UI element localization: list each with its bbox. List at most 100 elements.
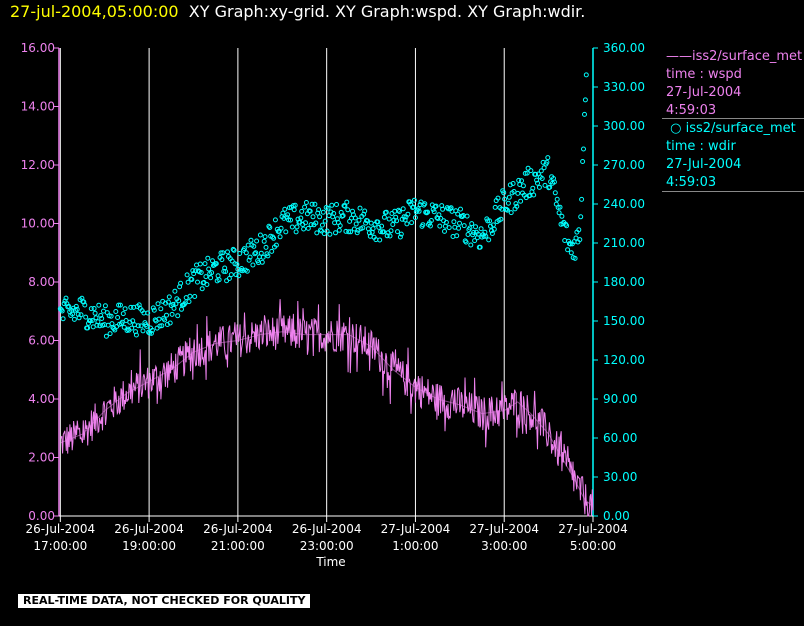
wdir-point — [184, 272, 190, 278]
wdir-point — [149, 327, 155, 333]
wdir-point — [545, 155, 551, 161]
wdir-point — [582, 97, 588, 103]
wdir-point — [485, 218, 491, 224]
wdir-point — [261, 238, 267, 244]
wdir-point — [405, 211, 411, 217]
wdir-point — [425, 209, 431, 215]
wdir-point — [95, 319, 101, 325]
wdir-point — [329, 202, 335, 208]
wdir-point — [388, 228, 394, 234]
wdir-point — [260, 254, 266, 260]
x-tick-time: 21:00:00 — [211, 539, 265, 553]
wdir-point — [246, 257, 252, 263]
wdir-point — [533, 171, 539, 177]
wdir-point — [269, 248, 275, 254]
wdir-point — [243, 250, 249, 256]
wdir-point — [583, 72, 589, 78]
wdir-point — [133, 332, 139, 338]
wdir-point — [286, 217, 292, 223]
wdir-point — [251, 243, 257, 249]
wdir-point — [130, 318, 136, 324]
wdir-point — [469, 221, 475, 227]
legend-text: 27-Jul-2004 — [666, 157, 742, 172]
x-tick-date: 27-Jul-2004 — [469, 522, 539, 536]
wdir-point — [216, 277, 222, 283]
wdir-point — [179, 306, 184, 312]
x-tick-date: 27-Jul-2004 — [558, 522, 628, 536]
wdir-point — [122, 306, 128, 312]
wdir-point — [398, 231, 404, 237]
wdir-point — [536, 184, 542, 190]
wdir-point — [223, 269, 229, 274]
right-tick-label: 30.00 — [603, 470, 637, 484]
wdir-point — [195, 279, 200, 285]
wdir-point — [285, 212, 291, 218]
wdir-point — [491, 226, 497, 232]
right-tick-label: 120.00 — [603, 353, 645, 367]
wdir-point — [478, 226, 484, 232]
wdir-point — [384, 233, 390, 239]
legend-text: iss2/surface_met — [685, 121, 796, 136]
wdir-point — [258, 250, 264, 256]
wdir-point — [483, 233, 489, 239]
wdir-point — [409, 220, 415, 226]
wdir-point — [346, 229, 352, 235]
wdir-point — [244, 268, 250, 274]
wdir-point — [98, 313, 104, 318]
wdir-point — [442, 228, 447, 234]
wdir-point — [489, 231, 495, 236]
wdir-point — [148, 330, 154, 336]
wdir-point — [199, 286, 205, 292]
wdir-point — [387, 233, 393, 239]
wdir-point — [557, 204, 563, 210]
right-tick-label: 270.00 — [603, 158, 645, 172]
wdir-point — [400, 206, 406, 212]
wdir-point — [209, 270, 215, 276]
wdir-point — [206, 266, 212, 272]
wdir-point — [522, 170, 528, 176]
wdir-point — [301, 226, 307, 232]
wdir-point — [138, 323, 144, 329]
wdir-point — [420, 222, 426, 228]
wdir-point — [164, 312, 169, 318]
wdir-point — [92, 310, 98, 316]
wdir-point — [237, 251, 243, 256]
wdir-point — [228, 272, 234, 278]
wdir-point — [319, 228, 324, 234]
wdir-point — [146, 329, 152, 335]
wdir-point — [213, 261, 219, 267]
wdir-point — [547, 184, 553, 190]
wdir-point — [219, 257, 225, 263]
left-tick-label: 4.00 — [28, 392, 55, 406]
right-tick-label: 90.00 — [603, 392, 637, 406]
x-tick-date: 26-Jul-2004 — [203, 522, 273, 536]
wdir-point — [253, 250, 259, 256]
wdir-point — [357, 205, 363, 211]
wdir-point — [428, 218, 434, 223]
wdir-point — [524, 170, 530, 176]
wdir-point — [472, 238, 478, 244]
right-tick-label: 240.00 — [603, 197, 645, 211]
wdir-point — [528, 168, 534, 174]
wdir-point — [336, 227, 342, 233]
legend-line-marker: —— — [666, 49, 692, 64]
wdir-point — [302, 204, 308, 210]
wdir-point — [401, 214, 407, 220]
wdir-point — [568, 250, 574, 256]
wdir-point — [422, 201, 428, 207]
legend-circle-marker: ○ — [666, 121, 686, 136]
legend-text: 27-Jul-2004 — [666, 85, 742, 100]
wdir-point — [103, 333, 109, 339]
wdir-point — [580, 159, 586, 164]
wdir-point — [544, 159, 550, 165]
wdir-point — [379, 223, 385, 229]
wdir-point — [362, 208, 368, 214]
wdir-point — [440, 206, 446, 212]
wdir-point — [412, 215, 418, 221]
wdir-point — [394, 218, 400, 224]
left-tick-label: 14.00 — [21, 100, 55, 114]
wdir-point — [257, 232, 263, 238]
legend-entry: ○ iss2/surface_met time : wdir 27-Jul-2004… — [666, 120, 796, 192]
wdir-point — [225, 249, 230, 255]
wdir-point — [78, 312, 84, 318]
